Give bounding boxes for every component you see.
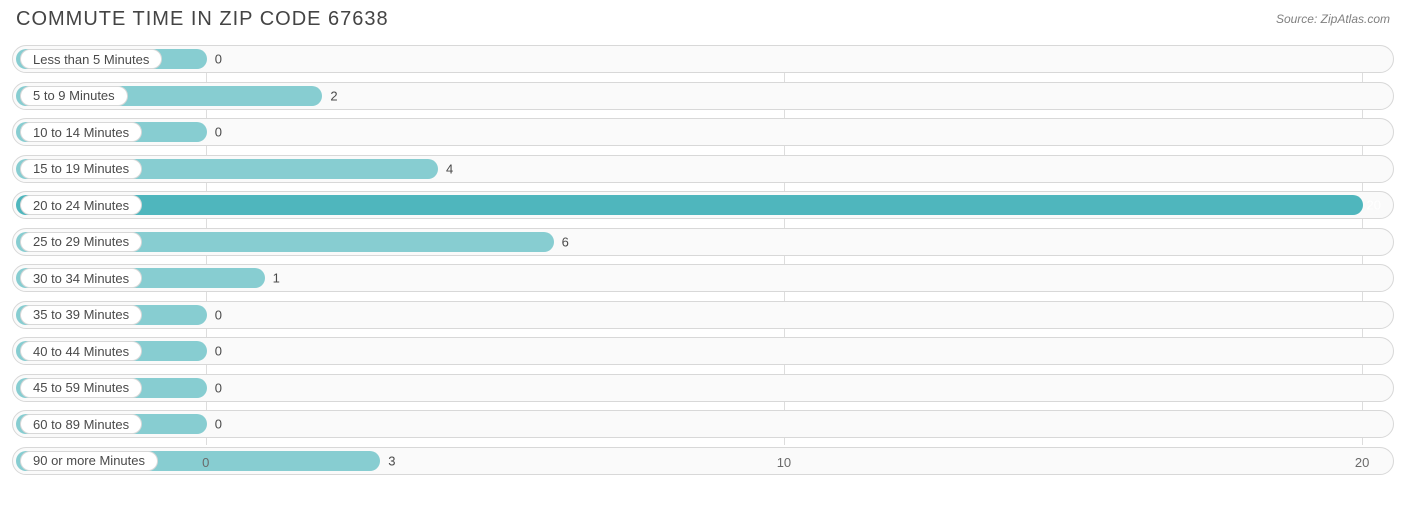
category-label: 90 or more Minutes	[33, 453, 145, 468]
bar-value: 0	[215, 307, 222, 322]
chart-bar	[16, 195, 1363, 215]
bar-value: 0	[215, 52, 222, 67]
bar-value: 0	[215, 344, 222, 359]
x-axis: 0 10 20	[12, 455, 1394, 475]
chart-row: 15 to 19 Minutes 4	[12, 155, 1394, 183]
category-label-pill: 45 to 59 Minutes	[20, 378, 142, 398]
category-label: 20 to 24 Minutes	[33, 198, 129, 213]
bar-value: 0	[215, 125, 222, 140]
chart-row: 10 to 14 Minutes 0	[12, 118, 1394, 146]
category-label-pill: 60 to 89 Minutes	[20, 414, 142, 434]
bar-value: 3	[388, 453, 395, 468]
category-label-pill: 30 to 34 Minutes	[20, 268, 142, 288]
category-label-pill: 10 to 14 Minutes	[20, 122, 142, 142]
category-label: 40 to 44 Minutes	[33, 344, 129, 359]
category-label: 25 to 29 Minutes	[33, 234, 129, 249]
bar-value: 6	[562, 234, 569, 249]
chart-row: 5 to 9 Minutes 2	[12, 82, 1394, 110]
category-label-pill: 20 to 24 Minutes	[20, 195, 142, 215]
chart-row: Less than 5 Minutes 0	[12, 45, 1394, 73]
chart-row: 30 to 34 Minutes 1	[12, 264, 1394, 292]
bar-value: 2	[330, 88, 337, 103]
category-label: 5 to 9 Minutes	[33, 88, 115, 103]
category-label-pill: 25 to 29 Minutes	[20, 232, 142, 252]
category-label-pill: 5 to 9 Minutes	[20, 86, 128, 106]
category-label: 45 to 59 Minutes	[33, 380, 129, 395]
category-label-pill: 35 to 39 Minutes	[20, 305, 142, 325]
category-label: 60 to 89 Minutes	[33, 417, 129, 432]
bar-value: 1	[273, 271, 280, 286]
category-label: 35 to 39 Minutes	[33, 307, 129, 322]
bar-value: 4	[446, 161, 453, 176]
x-axis-tick: 20	[1355, 455, 1369, 470]
chart-source: Source: ZipAtlas.com	[1276, 12, 1390, 26]
bar-value: 0	[215, 380, 222, 395]
chart-row: 40 to 44 Minutes 0	[12, 337, 1394, 365]
category-label: 15 to 19 Minutes	[33, 161, 129, 176]
category-label-pill: 40 to 44 Minutes	[20, 341, 142, 361]
category-label: Less than 5 Minutes	[33, 52, 149, 67]
chart-row: 60 to 89 Minutes 0	[12, 410, 1394, 438]
chart-row: 20 to 24 Minutes 20	[12, 191, 1394, 219]
category-label: 30 to 34 Minutes	[33, 271, 129, 286]
chart-row: 25 to 29 Minutes 6	[12, 228, 1394, 256]
bar-value: 20	[1367, 198, 1381, 213]
chart-plot-area: Less than 5 Minutes 0 5 to 9 Minutes 2 10 to…	[12, 45, 1394, 485]
chart-row: 35 to 39 Minutes 0	[12, 301, 1394, 329]
category-label-pill: 15 to 19 Minutes	[20, 159, 142, 179]
chart-header: COMMUTE TIME IN ZIP CODE 67638 Source: Z…	[12, 8, 1394, 31]
chart-container: COMMUTE TIME IN ZIP CODE 67638 Source: Z…	[0, 0, 1406, 523]
chart-rows: Less than 5 Minutes 0 5 to 9 Minutes 2 10 to…	[12, 45, 1394, 475]
chart-title: COMMUTE TIME IN ZIP CODE 67638	[16, 8, 389, 31]
x-axis-tick: 10	[777, 455, 791, 470]
chart-row: 45 to 59 Minutes 0	[12, 374, 1394, 402]
bar-value: 0	[215, 417, 222, 432]
category-label-pill: Less than 5 Minutes	[20, 49, 162, 69]
category-label: 10 to 14 Minutes	[33, 125, 129, 140]
category-label-pill: 90 or more Minutes	[20, 451, 158, 471]
x-axis-tick: 0	[202, 455, 209, 470]
